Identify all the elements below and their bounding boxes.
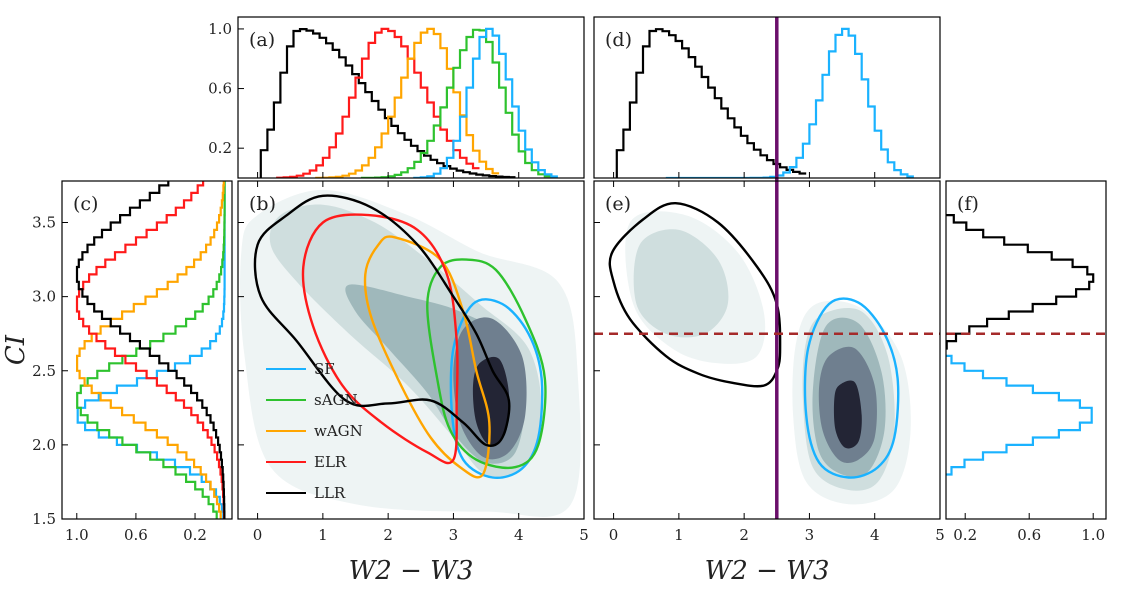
x-axis-label-e: W2 − W3 xyxy=(705,556,830,586)
tick-label-c-x-1: 0.6 xyxy=(124,526,148,544)
panel-f-frame xyxy=(945,180,1107,520)
hist-a-sagn xyxy=(360,28,552,178)
legend-label-elr: ELR xyxy=(314,453,347,471)
tick-label-c-y-0: 1.5 xyxy=(32,510,56,528)
hist-d-llr xyxy=(615,28,807,178)
contour-b-elr xyxy=(301,213,459,465)
panel-label-e: (e) xyxy=(605,193,631,215)
tick-label-e-x-0: 0 xyxy=(609,526,619,544)
panel-label-b: (b) xyxy=(249,193,276,215)
tick-label-a-y-0: 0.2 xyxy=(208,139,232,157)
tick-label-b-x-0: 0 xyxy=(253,526,263,544)
contour-b-llr xyxy=(253,194,511,447)
hist-c-sf xyxy=(76,181,226,519)
y-axis-label-c: CI xyxy=(1,334,31,365)
panel-c-frame xyxy=(61,180,233,520)
panel-label-d: (d) xyxy=(605,29,632,51)
panel-d-frame xyxy=(593,16,941,179)
series-layer xyxy=(75,17,1106,519)
tick-label-e-x-4: 4 xyxy=(870,526,880,544)
tick-label-f-x-2: 1.0 xyxy=(1081,526,1105,544)
hist-f-sf xyxy=(946,354,1093,476)
panel-label-f: (f) xyxy=(957,193,979,215)
tick-label-b-x-3: 3 xyxy=(449,526,459,544)
hist-a-sf xyxy=(413,27,558,178)
panel-e-frame xyxy=(593,180,941,520)
tick-label-e-x-5: 5 xyxy=(935,526,945,544)
legend-label-llr: LLR xyxy=(314,484,346,502)
tick-label-e-x-2: 2 xyxy=(739,526,749,544)
tick-label-c-y-4: 3.5 xyxy=(32,214,56,232)
hist-c-elr xyxy=(75,181,226,519)
legend-label-sagn: sAGN xyxy=(314,391,358,409)
hist-f-llr xyxy=(946,206,1095,350)
labels-layer: (a) (b) (c) (d) (e) (f) 0 1 2 3 4 5 W2 − W3 0 1 2 3 4 5 W2 … xyxy=(1,20,1105,586)
panel-label-c: (c) xyxy=(73,193,98,215)
contour-e-llr xyxy=(608,201,782,388)
contour-b-sagn xyxy=(426,258,547,470)
tick-label-e-x-3: 3 xyxy=(805,526,815,544)
legend-label-wagn: wAGN xyxy=(314,422,363,440)
density-fill-layer xyxy=(240,189,911,517)
tick-label-b-x-5: 5 xyxy=(579,526,589,544)
x-axis-label-b: W2 − W3 xyxy=(349,556,474,586)
tick-label-a-y-1: 0.6 xyxy=(208,80,232,98)
tick-label-e-x-1: 1 xyxy=(674,526,684,544)
panel-label-a: (a) xyxy=(249,29,275,51)
tick-label-b-x-4: 4 xyxy=(514,526,524,544)
contour-e-sf xyxy=(803,297,900,479)
contour-b-sf xyxy=(449,298,544,480)
tick-label-c-x-2: 0.2 xyxy=(183,526,207,544)
hist-c-llr xyxy=(75,181,226,519)
panel-b-frame xyxy=(237,180,585,520)
tick-label-c-x-0: 1.0 xyxy=(65,526,89,544)
density-b-level-4 xyxy=(472,356,510,446)
hist-d-sf xyxy=(665,27,914,178)
tick-label-c-y-3: 3.0 xyxy=(32,288,56,306)
density-e-level-6 xyxy=(833,380,862,449)
density-e-level-2 xyxy=(633,229,729,338)
tick-label-b-x-2: 2 xyxy=(383,526,393,544)
panel-a-frame xyxy=(237,16,585,179)
tick-label-c-y-2: 2.5 xyxy=(32,362,56,380)
tick-label-b-x-1: 1 xyxy=(318,526,328,544)
legend-label-sf: SF xyxy=(314,360,335,378)
axes-layer xyxy=(61,16,1107,520)
hist-a-wagn xyxy=(315,27,500,178)
tick-label-c-y-1: 2.0 xyxy=(32,436,56,454)
tick-label-f-x-0: 0.2 xyxy=(953,526,977,544)
tick-label-a-y-2: 1.0 xyxy=(208,20,232,38)
hist-c-wagn xyxy=(76,181,225,519)
hist-a-llr xyxy=(259,28,516,178)
hist-c-sagn xyxy=(76,181,226,519)
tick-label-f-x-1: 0.6 xyxy=(1017,526,1041,544)
hist-a-elr xyxy=(276,27,480,178)
